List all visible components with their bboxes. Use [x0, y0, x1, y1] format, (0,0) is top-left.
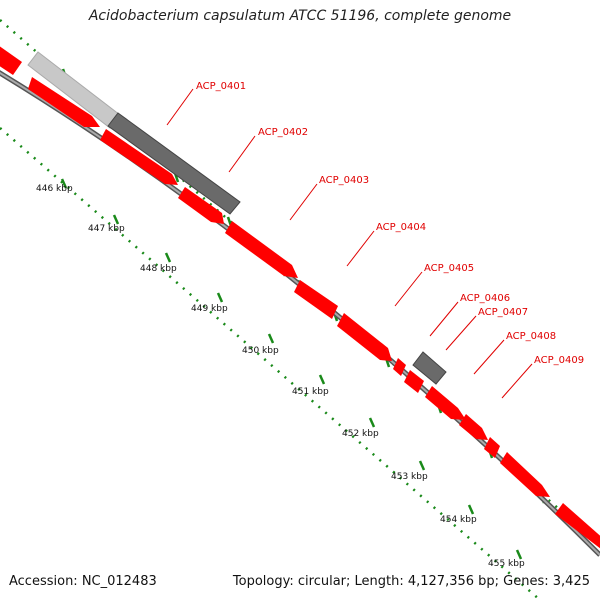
- leader-line: [429, 301, 459, 337]
- leader-line: [289, 183, 318, 221]
- inner-tick: [418, 460, 426, 471]
- tick-label: 454 kbp: [440, 515, 477, 525]
- gene-label[interactable]: ACP_0407: [478, 307, 528, 318]
- gene-arrow[interactable]: [28, 77, 100, 127]
- gene-arrow[interactable]: [294, 280, 338, 319]
- tick-label: 446 kbp: [36, 184, 73, 194]
- leader-line: [166, 88, 194, 126]
- leader-line: [346, 230, 375, 267]
- gene-label[interactable]: ACP_0404: [376, 222, 426, 233]
- gene-arrow[interactable]: [100, 129, 178, 185]
- leader-line: [473, 339, 505, 375]
- gene-feature-grey[interactable]: [107, 112, 241, 215]
- gene-label[interactable]: ACP_0401: [196, 81, 246, 92]
- inner-tick: [267, 333, 275, 344]
- leader-line: [394, 271, 423, 307]
- gene-labels: ACP_0401 ACP_0402 ACP_0403 ACP_0404 ACP_…: [196, 81, 584, 366]
- gene-arrow[interactable]: [0, 43, 22, 75]
- tick-label: 447 kbp: [88, 224, 125, 234]
- tick-label: 455 kbp: [488, 559, 525, 569]
- inner-tick: [318, 374, 326, 385]
- tick-label: 448 kbp: [140, 264, 177, 274]
- gene-label[interactable]: ACP_0408: [506, 331, 556, 342]
- inner-ruler-ticks: [60, 178, 523, 560]
- gene-arrow[interactable]: [404, 370, 424, 393]
- genome-summary-text: Topology: circular; Length: 4,127,356 bp…: [232, 574, 590, 589]
- inner-tick: [216, 292, 224, 303]
- gene-arrow[interactable]: [425, 386, 466, 420]
- gene-feature-grey[interactable]: [412, 351, 447, 385]
- inner-tick: [112, 214, 120, 225]
- gene-label[interactable]: ACP_0403: [319, 175, 369, 186]
- leader-line: [228, 135, 256, 173]
- tick-label: 450 kbp: [242, 346, 279, 356]
- gene-arrow[interactable]: [555, 503, 600, 552]
- tick-label: 453 kbp: [391, 472, 428, 482]
- leader-line: [445, 315, 477, 351]
- tick-label: 449 kbp: [191, 304, 228, 314]
- inner-ruler-line: [0, 127, 541, 600]
- gene-arrow[interactable]: [484, 437, 500, 458]
- gene-label[interactable]: ACP_0406: [460, 293, 510, 304]
- gene-label-leaders: [166, 88, 533, 399]
- gene-label[interactable]: ACP_0409: [534, 355, 584, 366]
- gene-arrow[interactable]: [225, 221, 298, 278]
- tick-label: 452 kbp: [342, 429, 379, 439]
- tick-label: 451 kbp: [292, 387, 329, 397]
- gene-arrow[interactable]: [500, 452, 550, 497]
- leader-line: [501, 363, 533, 399]
- gene-label[interactable]: ACP_0405: [424, 263, 474, 274]
- ruler-tick-labels: 446 kbp 447 kbp 448 kbp 449 kbp 450 kbp …: [36, 184, 525, 569]
- map-title: Acidobacterium capsulatum ATCC 51196, co…: [88, 8, 512, 24]
- accession-text: Accession: NC_012483: [9, 574, 157, 589]
- gene-arrow[interactable]: [337, 313, 392, 361]
- gene-features: [0, 43, 600, 552]
- gene-arrow[interactable]: [393, 358, 406, 376]
- inner-tick: [467, 504, 475, 515]
- gene-label[interactable]: ACP_0402: [258, 127, 308, 138]
- inner-tick: [368, 417, 376, 428]
- gene-arrow[interactable]: [459, 414, 488, 440]
- inner-tick: [515, 549, 523, 560]
- inner-tick: [164, 252, 172, 263]
- gene-arrow[interactable]: [178, 187, 224, 224]
- inner-tick: [60, 178, 68, 189]
